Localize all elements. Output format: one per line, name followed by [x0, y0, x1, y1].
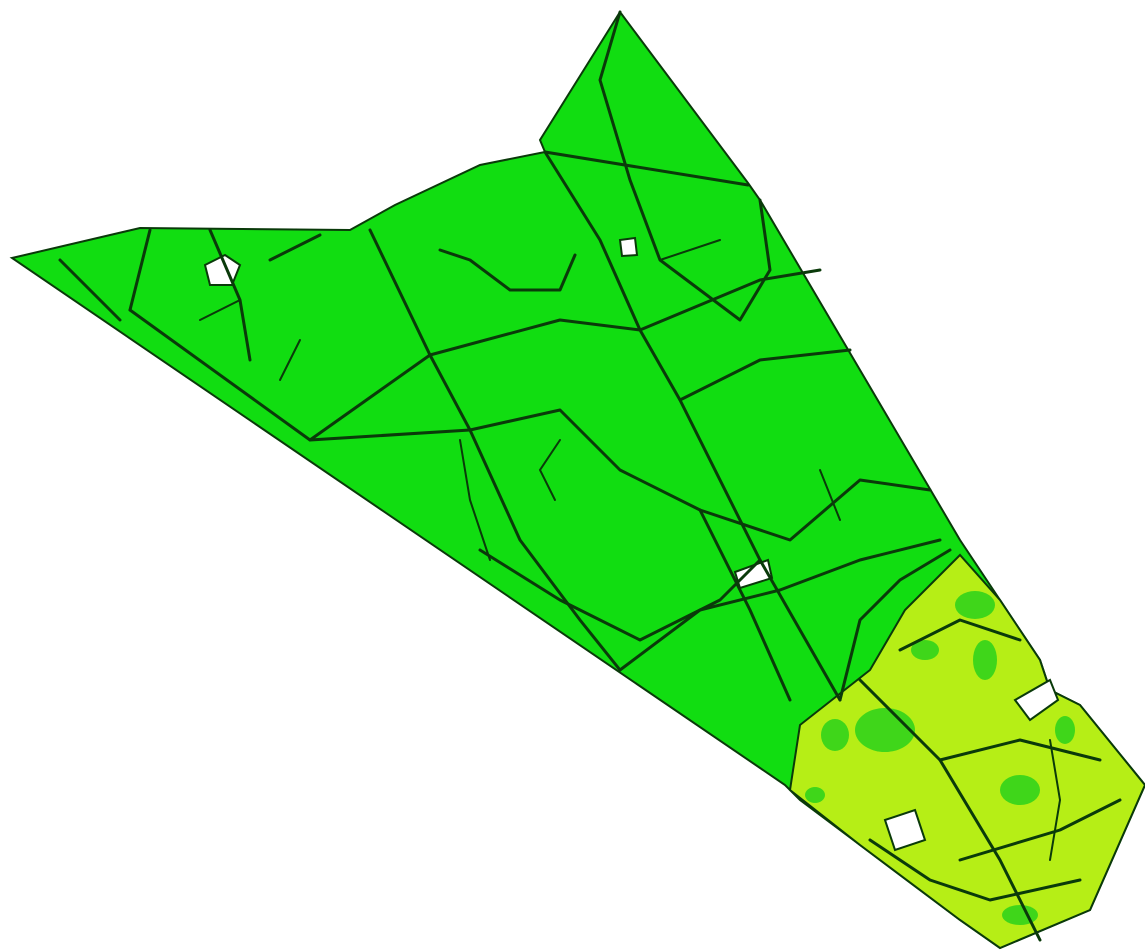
roads: [58, 10, 1122, 942]
